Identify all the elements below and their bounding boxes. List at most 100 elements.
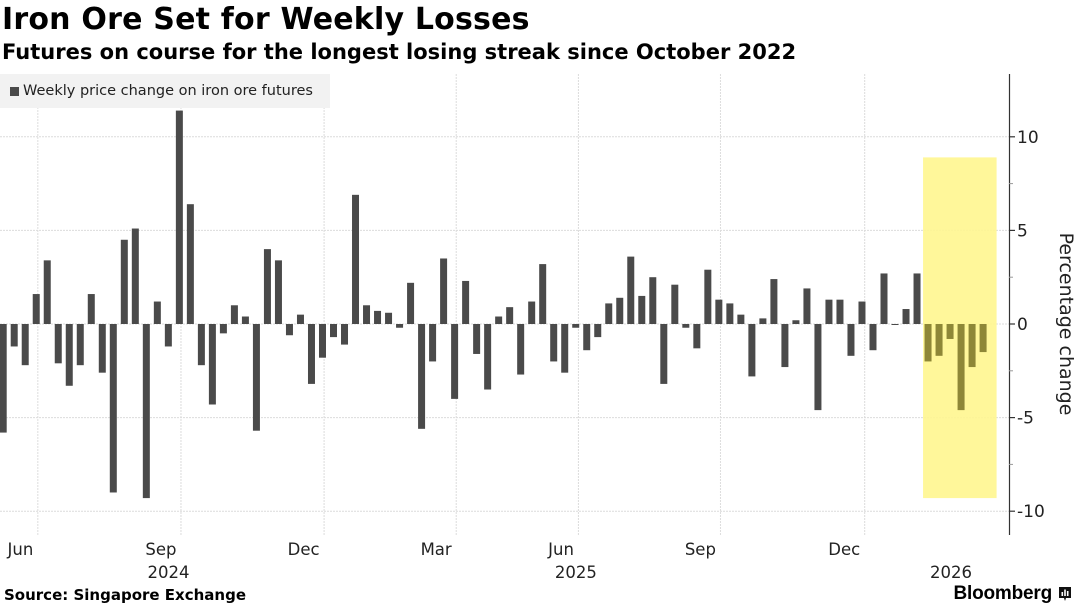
legend: Weekly price change on iron ore futures: [0, 74, 330, 108]
bar: [726, 303, 734, 324]
bar: [10, 324, 18, 347]
bar: [913, 273, 921, 324]
bar: [0, 324, 7, 433]
bar: [285, 324, 293, 336]
bar: [76, 324, 84, 366]
bar: [21, 324, 29, 366]
bar: [803, 288, 811, 324]
bar: [54, 324, 62, 364]
bar: [715, 299, 723, 324]
bar: [891, 324, 899, 325]
bar: [451, 324, 459, 399]
y-tick-label: 5: [1017, 221, 1028, 241]
bar: [98, 324, 106, 373]
chart-title: Iron Ore Set for Weekly Losses: [2, 2, 530, 37]
bar: [957, 324, 965, 411]
bar: [671, 284, 679, 324]
bar: [186, 204, 194, 324]
bar: [120, 239, 128, 324]
bar: [274, 260, 282, 324]
chart-subtitle: Futures on course for the longest losing…: [2, 40, 797, 64]
bar: [902, 309, 910, 324]
bar: [704, 269, 712, 324]
bar: [748, 324, 756, 377]
bar: [682, 324, 690, 328]
bar: [131, 228, 139, 324]
source-note: Source: Singapore Exchange: [4, 586, 246, 604]
bar: [979, 324, 987, 353]
bar: [318, 324, 326, 358]
bar: [814, 324, 822, 411]
bar: [836, 299, 844, 324]
bar: [330, 324, 337, 338]
x-year-label: 2026: [930, 563, 972, 582]
bar: [374, 310, 382, 324]
bar: [296, 314, 304, 324]
x-axis: Jun Sep 2024 Dec Mar Jun 2025 Sep Dec 2026: [7, 540, 972, 582]
x-tick-label: Dec: [828, 540, 860, 559]
bar: [43, 260, 51, 324]
bar: [208, 324, 216, 405]
bar: [924, 324, 932, 362]
bar: [32, 294, 40, 324]
bar: [869, 324, 877, 351]
bar: [550, 324, 558, 362]
bar: [153, 301, 161, 324]
bar: [759, 318, 767, 324]
bar: [935, 324, 943, 356]
bar: [880, 273, 888, 324]
bar: [341, 324, 349, 345]
bar: [164, 324, 172, 347]
grid-layer: [0, 74, 1009, 535]
brand-logo: Bloomberg: [954, 583, 1072, 605]
x-tick-label: Sep: [145, 540, 176, 559]
bar: [363, 305, 371, 324]
bar: [396, 324, 404, 328]
bar: [660, 324, 668, 384]
y-tick-label: -5: [1017, 409, 1034, 429]
bar: [307, 324, 315, 384]
bar: [528, 301, 536, 324]
bar: [352, 194, 360, 324]
bar: [263, 249, 271, 324]
y-tick-label: 10: [1017, 128, 1039, 148]
bar: [407, 282, 415, 324]
bar: [230, 305, 238, 324]
bar: [109, 324, 117, 493]
bar: [473, 324, 481, 354]
bar: [770, 279, 778, 324]
x-year-label: 2025: [555, 563, 597, 582]
bar: [87, 294, 95, 324]
bar: [429, 324, 437, 362]
legend-swatch: [10, 86, 19, 96]
bar: [462, 280, 470, 324]
bar: [616, 297, 624, 324]
bars-layer: [0, 110, 987, 499]
bar: [572, 324, 580, 328]
bar: [693, 324, 701, 349]
bar: [142, 324, 150, 499]
bar: [968, 324, 976, 368]
bar: [649, 277, 657, 324]
bar: [418, 324, 426, 429]
bar: [241, 316, 249, 324]
bar: [737, 314, 745, 324]
bar: [946, 324, 954, 339]
x-year-label: 2024: [147, 563, 189, 582]
x-tick-label: Sep: [685, 540, 716, 559]
bar: [583, 324, 591, 351]
legend-label: Weekly price change on iron ore futures: [23, 83, 313, 99]
y-axis: 10 5 0 -5 -10: [1008, 74, 1045, 535]
y-tick-label: 0: [1017, 315, 1028, 335]
bar: [65, 324, 73, 386]
bar: [219, 324, 227, 334]
bar: [594, 324, 602, 338]
x-tick-label: Jun: [7, 540, 34, 559]
bar: [781, 324, 789, 368]
x-tick-label: Mar: [421, 540, 452, 559]
bar: [561, 324, 569, 373]
bloomberg-chart-icon: [1059, 587, 1071, 601]
bar: [792, 320, 800, 324]
x-tick-label: Dec: [288, 540, 320, 559]
bar: [627, 256, 635, 324]
